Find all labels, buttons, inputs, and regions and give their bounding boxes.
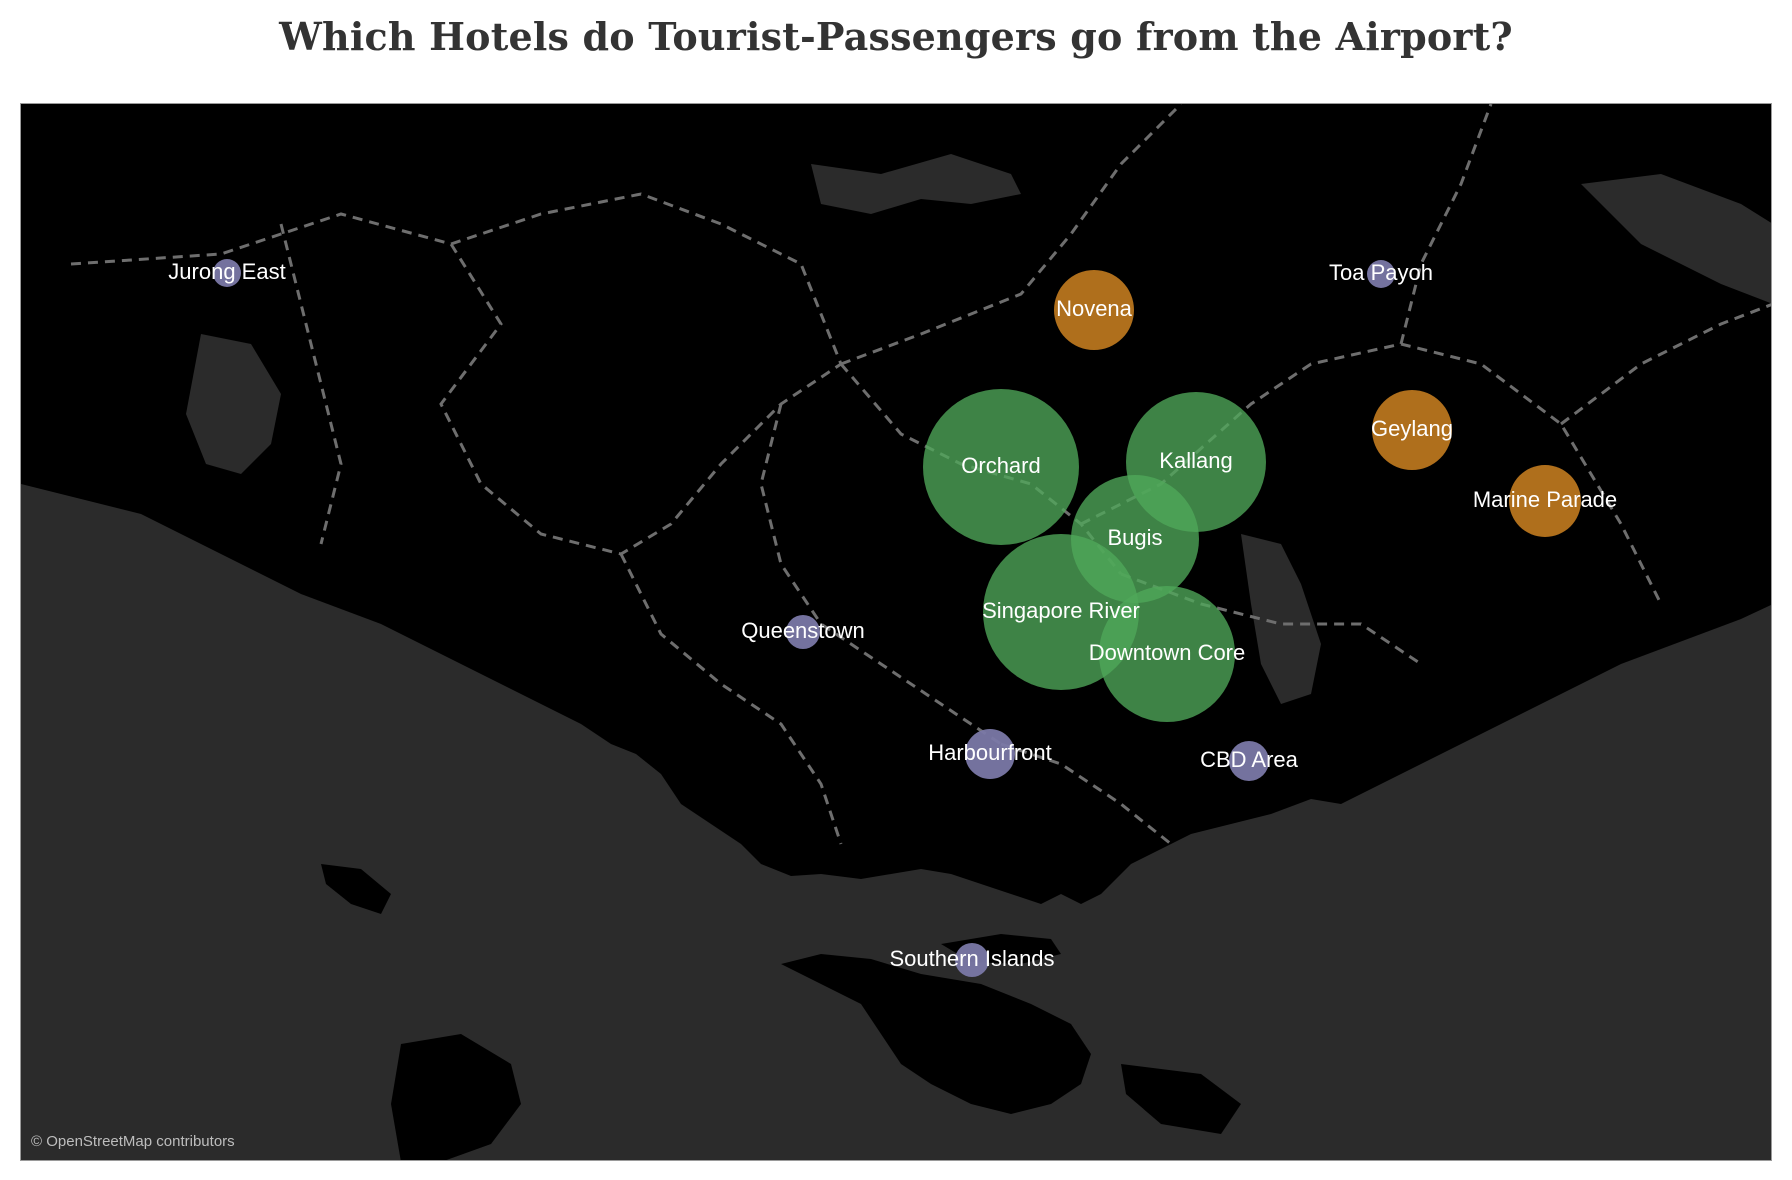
- small-island-2: [321, 864, 391, 914]
- label-orchard: Orchard: [961, 453, 1040, 478]
- mainland: [21, 104, 1771, 904]
- marker-jurong-east[interactable]: [213, 259, 241, 287]
- marker-cbd-area[interactable]: [1229, 741, 1269, 781]
- marker-novena[interactable]: [1054, 270, 1134, 350]
- label-kallang: Kallang: [1159, 448, 1232, 473]
- label-jurong-east: Jurong East: [168, 259, 285, 284]
- label-cbd-area: CBD Area: [1200, 747, 1299, 772]
- small-island-3: [391, 1034, 521, 1160]
- label-downtown-core: Downtown Core: [1089, 640, 1246, 665]
- river-estuary: [1241, 534, 1321, 704]
- northeast-water: [1581, 174, 1771, 304]
- map-view[interactable]: Jurong East Toa Payoh Novena Geylang Marine …: [20, 103, 1772, 1161]
- label-harbourfront: Harbourfront: [928, 740, 1052, 765]
- map-attribution[interactable]: © OpenStreetMap contributors: [31, 1133, 235, 1150]
- label-singapore-river: Singapore River: [982, 598, 1140, 623]
- marker-southern-islands[interactable]: [955, 943, 989, 977]
- label-southern-islands: Southern Islands: [889, 946, 1054, 971]
- label-queenstown: Queenstown: [741, 618, 865, 643]
- label-novena: Novena: [1056, 296, 1133, 321]
- sentosa-island: [781, 954, 1091, 1114]
- area-markers: Jurong East Toa Payoh Novena Geylang Marine …: [168, 259, 1617, 977]
- jurong-lake: [186, 334, 281, 474]
- chart-title: Which Hotels do Tourist-Passengers go fr…: [279, 14, 1513, 59]
- reservoir-north: [811, 154, 1021, 214]
- marker-marine-parade[interactable]: [1509, 465, 1581, 537]
- marker-geylang[interactable]: [1372, 390, 1452, 470]
- label-marine-parade: Marine Parade: [1473, 487, 1617, 512]
- label-bugis: Bugis: [1107, 525, 1162, 550]
- label-geylang: Geylang: [1371, 416, 1453, 441]
- marker-queenstown[interactable]: [786, 615, 820, 649]
- small-island-4: [1121, 1064, 1241, 1134]
- label-toa-payoh: Toa Payoh: [1329, 260, 1433, 285]
- marker-downtown-core[interactable]: [1099, 586, 1235, 722]
- marker-orchard[interactable]: [923, 389, 1079, 545]
- marker-harbourfront[interactable]: [965, 729, 1015, 779]
- map-canvas: Jurong East Toa Payoh Novena Geylang Marine …: [21, 104, 1771, 1160]
- marker-toa-payoh[interactable]: [1367, 260, 1395, 288]
